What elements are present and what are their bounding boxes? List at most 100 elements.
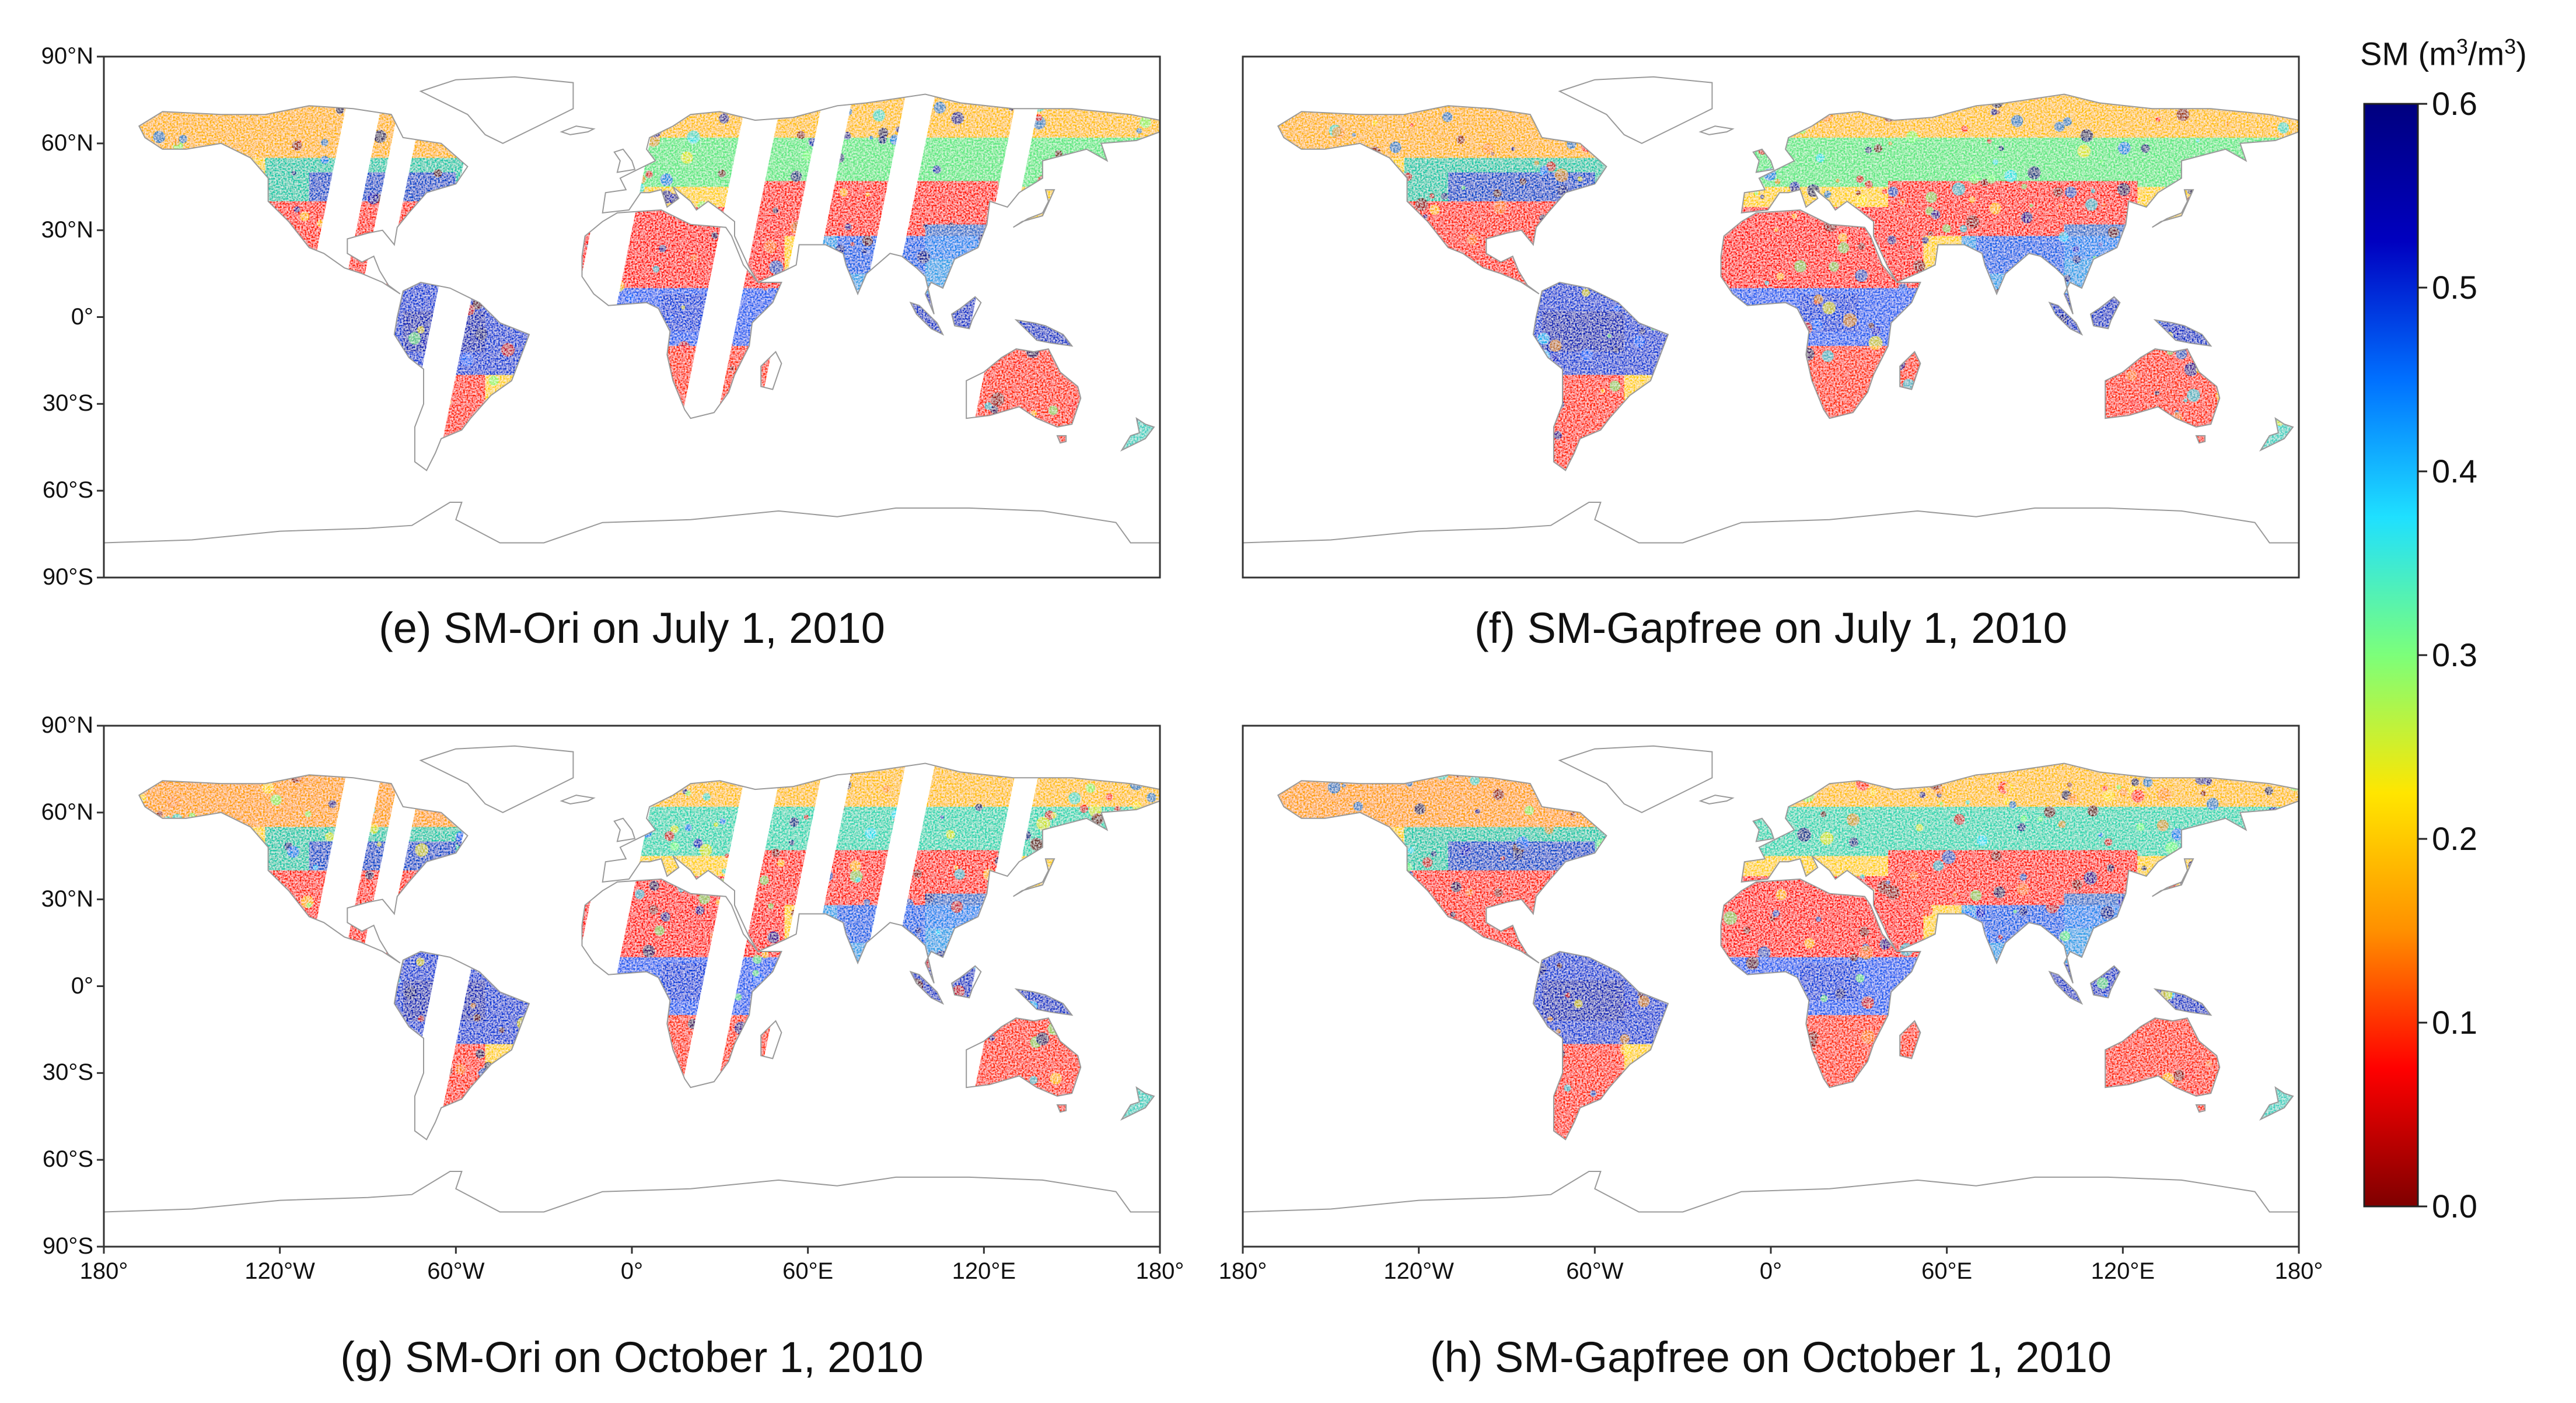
sm-speckle [2037,816,2043,822]
coastline-eurasia [1740,762,2299,984]
sm-speckle [2131,789,2145,803]
sm-speckle [2107,226,2119,238]
sm-speckle [2021,183,2028,190]
sm-speckle [1969,174,1980,184]
sm-speckle [954,869,965,880]
sm-speckle [1086,783,1095,793]
sm-speckle [1551,354,1559,361]
coastline-japan [2152,858,2194,897]
sm-speckle [1838,242,1850,254]
sm-speckle [951,111,964,125]
lat-tick-label: 30°S [42,390,93,417]
sm-speckle [649,880,659,891]
coastline-africa [1720,209,1921,419]
sm-speckle [769,260,784,275]
sm-speckle [1764,281,1770,285]
sm-speckle [1868,335,1883,350]
lon-tick-label: 60°E [782,1258,834,1284]
sm-speckle [878,127,889,138]
sm-speckle [1774,179,1781,184]
map-panel-f [1242,55,2300,579]
sm-speckle [764,215,778,229]
sm-speckle [2009,801,2016,809]
sm-speckle [1820,811,1827,817]
sm-speckle [1961,125,1968,132]
map-panel-h [1242,725,2300,1254]
sm-speckle [1079,804,1088,813]
sm-speckle [1590,1090,1597,1097]
sm-speckle [1865,146,1872,153]
sm-speckle [1855,269,1868,282]
coastline-greenland [1558,76,1713,144]
sm-speckle [2019,873,2027,881]
coastline-japan [1013,189,1055,228]
sm-speckle [166,795,180,809]
coastline-newGuinea [1014,988,1074,1016]
sm-speckle [2072,879,2082,890]
sm-speckle [1942,850,1956,865]
sm-speckle [1613,305,1620,312]
sm-speckle [1524,806,1534,816]
sm-speckle [1966,215,1980,229]
lon-tick-label: 60°W [427,1258,485,1284]
sm-speckle [1030,838,1043,851]
sm-speckle [2264,786,2273,795]
sm-speckle [1140,116,1151,128]
sm-speckle [1547,1016,1553,1022]
sm-speckle [1422,857,1433,868]
sm-speckle [1147,792,1156,803]
sm-speckle [659,244,667,253]
sm-speckle [455,1063,466,1075]
sm-speckle [2205,1060,2213,1068]
sm-speckle [1879,939,1891,950]
sm-speckle [1623,1002,1632,1011]
sm-speckle [1874,144,1882,153]
sm-speckle [803,814,809,820]
sm-speckle [1607,334,1612,338]
sm-speckle [321,139,328,146]
sm-speckle [1990,109,1997,116]
sm-speckle [763,240,777,253]
coastline-northAmerica [1277,774,1607,964]
coastline-sumatra [909,301,945,336]
sm-speckle [1050,1072,1062,1085]
lon-tick-label: 120°E [2091,1258,2155,1284]
coastlines [103,76,1161,578]
coastline-newZealand [1120,417,1155,452]
sm-speckle [2059,930,2070,942]
sm-speckle [270,794,282,806]
sm-speckle [2117,183,2130,196]
sm-speckle [725,853,730,858]
panel-caption-e: (e) SM-Ori on July 1, 2010 [379,604,885,652]
sm-speckle [1327,781,1341,794]
sm-speckle [670,825,679,834]
sm-speckle [1050,811,1057,818]
sm-speckle [2053,187,2063,197]
sm-speckle [2184,362,2198,376]
sm-speckle [685,790,691,796]
sm-speckle [1869,789,1876,796]
sm-speckle [2011,115,2023,127]
sm-wet-patch [1542,980,1624,1021]
sm-speckle [1414,803,1426,815]
sm-speckle [1965,800,1970,805]
sm-speckle [1836,179,1840,183]
coastline-newGuinea [2153,988,2213,1016]
sm-speckle [2072,246,2079,253]
sm-speckle [865,827,877,839]
sm-speckle [1500,856,1505,861]
coastline-tasmania [1056,435,1067,444]
sm-speckle [1822,350,1834,362]
sm-speckle [660,912,670,922]
sm-speckle [2100,905,2114,920]
sm-speckle [1987,139,1992,144]
sm-speckle [1600,389,1606,394]
colorbar-tick-label: 0.1 [2432,1004,2477,1041]
sm-speckle [1450,911,1456,918]
sm-speckle [1029,1076,1038,1084]
sm-speckle [789,839,795,846]
sm-speckle [2141,866,2147,872]
sm-speckle [2157,788,2171,802]
sm-speckle [2117,142,2131,155]
